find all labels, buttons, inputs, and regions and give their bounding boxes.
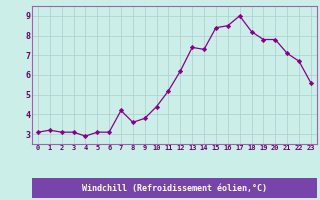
Text: Windchill (Refroidissement éolien,°C): Windchill (Refroidissement éolien,°C) <box>82 184 267 194</box>
